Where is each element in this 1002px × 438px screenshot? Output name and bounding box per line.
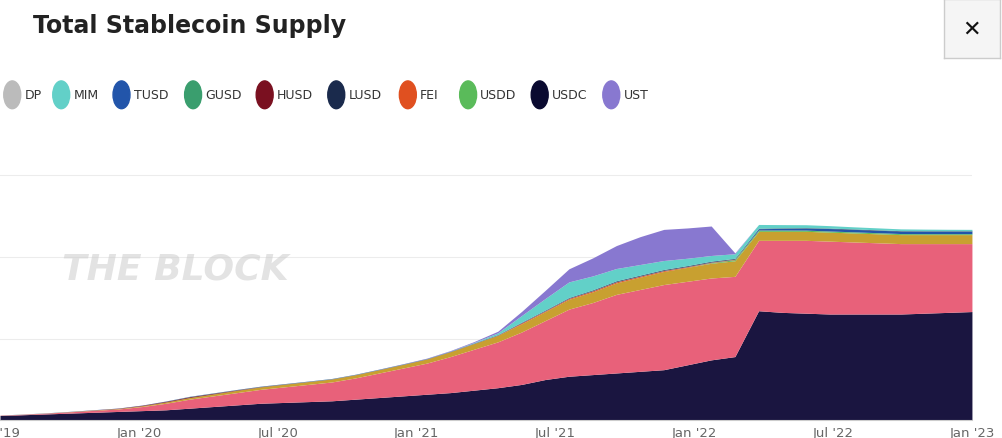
Text: USDC: USDC: [552, 89, 587, 102]
Text: THE BLOCK: THE BLOCK: [62, 252, 289, 286]
Ellipse shape: [531, 82, 548, 110]
Text: Total Stablecoin Supply: Total Stablecoin Supply: [33, 14, 346, 37]
Ellipse shape: [460, 82, 477, 110]
Text: TUSD: TUSD: [133, 89, 168, 102]
Ellipse shape: [603, 82, 620, 110]
Text: DP: DP: [24, 89, 42, 102]
Ellipse shape: [257, 82, 274, 110]
Ellipse shape: [113, 82, 130, 110]
Text: HUSD: HUSD: [277, 89, 313, 102]
Ellipse shape: [184, 82, 201, 110]
Text: MIM: MIM: [73, 89, 98, 102]
Text: UST: UST: [623, 89, 648, 102]
Text: USDD: USDD: [480, 89, 517, 102]
Ellipse shape: [328, 82, 345, 110]
Ellipse shape: [53, 82, 70, 110]
Text: LUSD: LUSD: [349, 89, 382, 102]
Text: GUSD: GUSD: [205, 89, 241, 102]
Text: ✕: ✕: [963, 20, 981, 39]
Ellipse shape: [4, 82, 21, 110]
Text: FEI: FEI: [420, 89, 439, 102]
Ellipse shape: [400, 82, 416, 110]
